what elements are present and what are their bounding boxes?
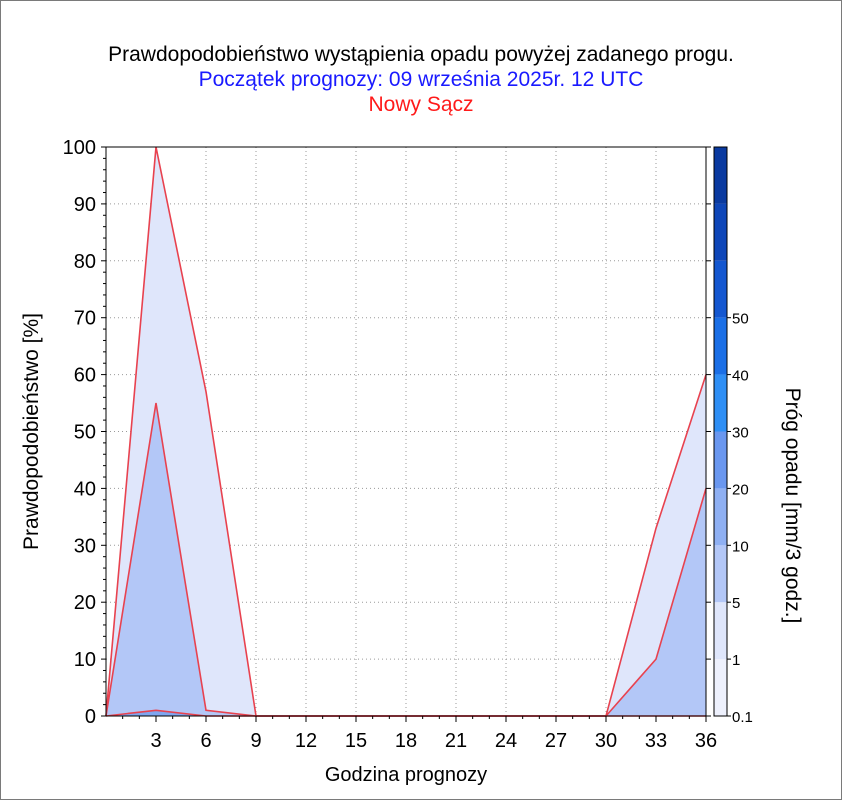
y-tick-label: 20 [74, 592, 96, 614]
colorbar-label: Próg opadu [mm/3 godz.] [781, 388, 804, 624]
y-tick-label: 70 [74, 308, 96, 330]
y-tick-label: 80 [74, 251, 96, 273]
colorbar-segment [714, 602, 727, 660]
colorbar-tick-label: 10 [732, 538, 749, 555]
y-tick-label: 60 [74, 365, 96, 387]
x-tick-label: 24 [495, 730, 517, 752]
x-tick-label: 33 [645, 730, 667, 752]
series-area-5 [106, 710, 706, 716]
colorbar-segment [714, 374, 727, 432]
y-tick-label: 90 [74, 194, 96, 216]
chart-title: Prawdopodobieństwo wystąpienia opadu pow… [108, 43, 734, 66]
y-tick-label: 40 [74, 478, 96, 500]
colorbar-tick-label: 30 [732, 425, 749, 442]
x-tick-label: 36 [695, 730, 717, 752]
colorbar-segment [714, 260, 727, 318]
x-tick-label: 18 [395, 730, 417, 752]
colorbar-tick-label: 20 [732, 481, 749, 498]
x-tick-label: 21 [445, 730, 467, 752]
colorbar-tick-label: 5 [732, 595, 740, 612]
chart-subtitle: Początek prognozy: 09 września 2025r. 12… [198, 68, 644, 91]
x-tick-label: 30 [595, 730, 617, 752]
colorbar-segment [714, 431, 727, 489]
y-tick-label: 50 [74, 422, 96, 444]
y-tick-label: 0 [85, 706, 96, 728]
colorbar-tick-label: 0.1 [732, 709, 753, 726]
colorbar-segment [714, 203, 727, 261]
x-tick-label: 6 [200, 730, 211, 752]
x-tick-label: 15 [345, 730, 367, 752]
x-tick-label: 3 [150, 730, 161, 752]
colorbar-segment [714, 488, 727, 546]
colorbar-segment [714, 317, 727, 375]
y-tick-label: 30 [74, 535, 96, 557]
series-area-1 [106, 403, 706, 716]
x-tick-label: 27 [545, 730, 567, 752]
colorbar-segment [714, 147, 727, 204]
colorbar-segment [714, 545, 727, 603]
colorbar-tick-label: 40 [732, 368, 749, 385]
colorbar-tick-label: 50 [732, 311, 749, 328]
y-tick-label: 100 [63, 137, 96, 159]
x-tick-label: 12 [295, 730, 317, 752]
colorbar-tick-label: 1 [732, 652, 740, 669]
x-tick-label: 9 [250, 730, 261, 752]
y-tick-label: 10 [74, 649, 96, 671]
colorbar-segment [714, 659, 727, 716]
x-axis-label: Godzina prognozy [325, 764, 487, 786]
y-axis-label: Prawdopodobieństwo [%] [20, 313, 43, 550]
location-name: Nowy Sącz [368, 93, 474, 116]
